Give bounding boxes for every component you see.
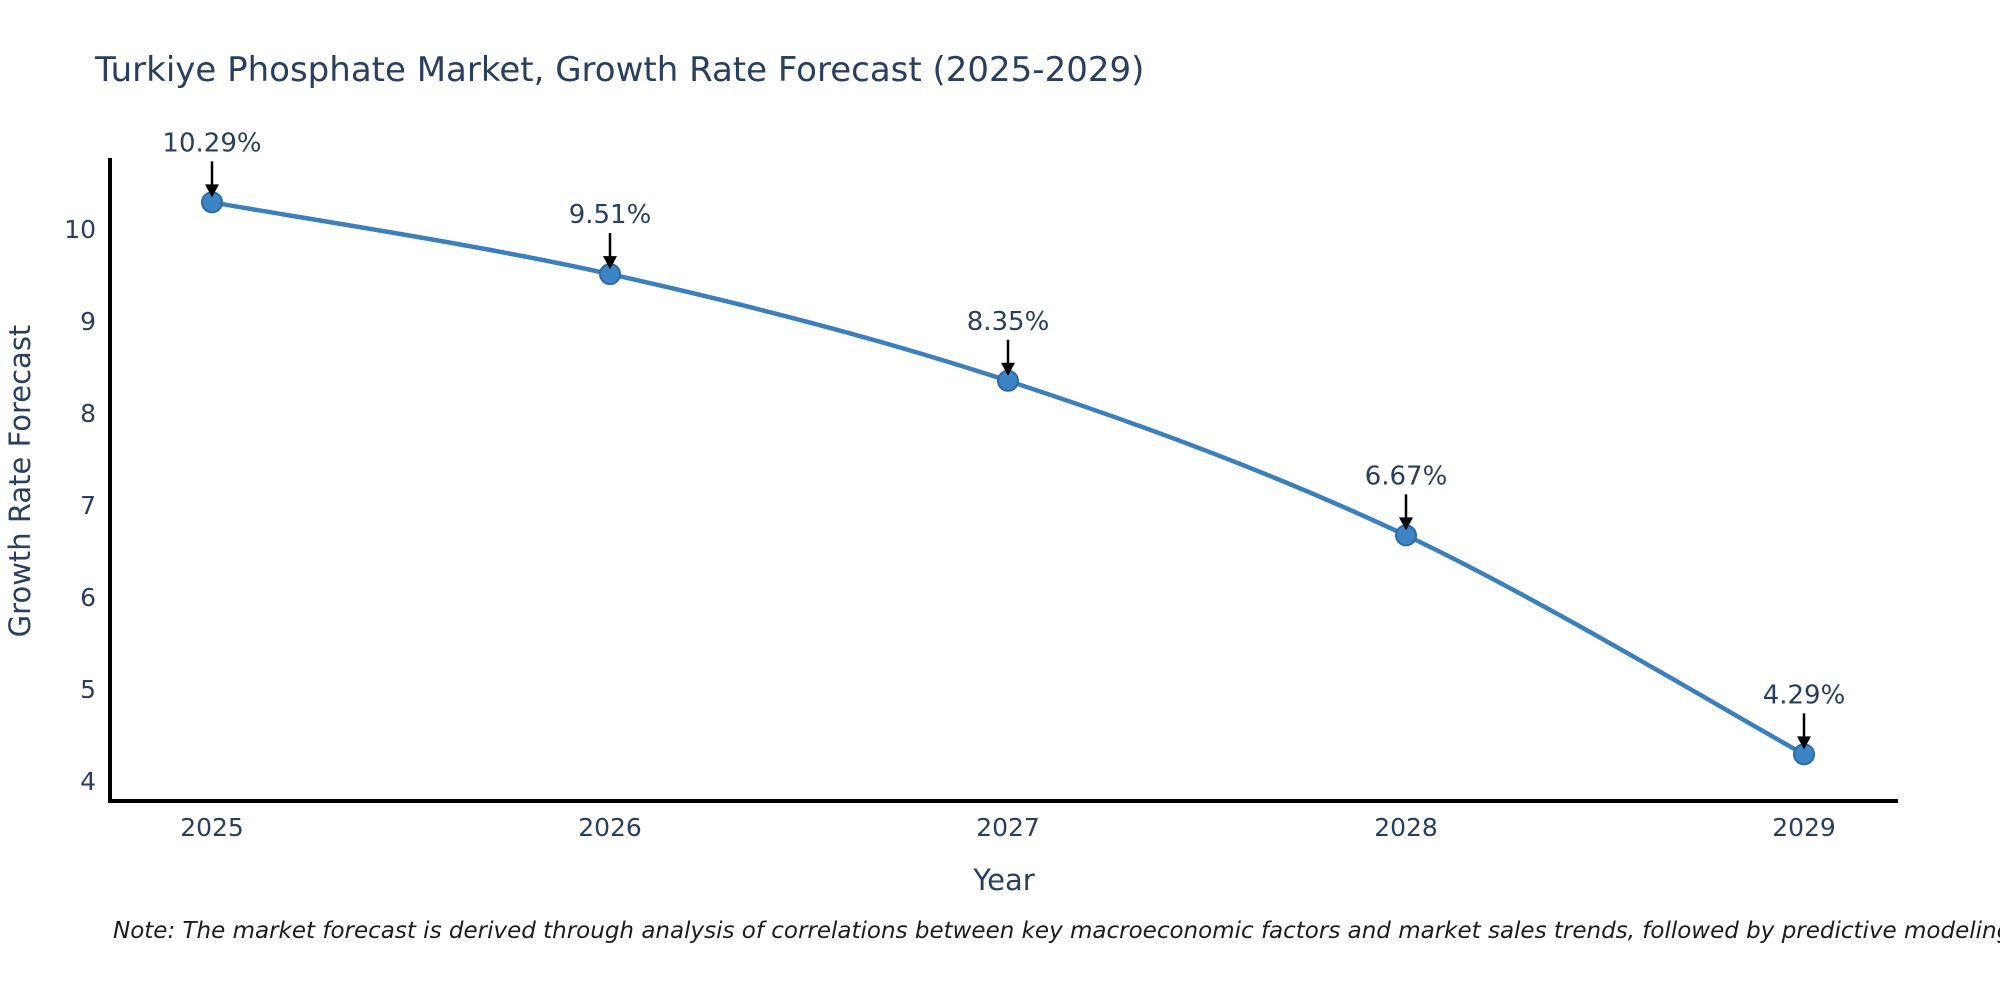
y-axis-title: Growth Rate Forecast [3, 325, 37, 638]
x-tick-label: 2027 [976, 813, 1040, 842]
y-tick-label: 4 [80, 767, 96, 796]
data-point-label: 9.51% [569, 200, 652, 230]
footnote: Note: The market forecast is derived thr… [113, 918, 2000, 944]
data-point-label: 4.29% [1763, 680, 1846, 710]
annotation-arrowhead-icon [1797, 736, 1811, 750]
annotation-arrowhead-icon [603, 256, 617, 270]
forecast-line [209, 200, 1807, 757]
y-tick-label: 10 [64, 215, 96, 244]
x-tick-label: 2026 [578, 813, 642, 842]
data-point-label: 10.29% [162, 128, 261, 158]
y-tick-label: 8 [80, 399, 96, 428]
data-point-label: 8.35% [967, 307, 1050, 337]
data-point-label: 6.67% [1365, 461, 1448, 491]
x-tick-label: 2025 [180, 813, 244, 842]
y-tick-label: 7 [80, 491, 96, 520]
annotation-arrowhead-icon [205, 184, 219, 198]
x-axis-title: Year [972, 863, 1034, 897]
x-tick-label: 2029 [1772, 813, 1836, 842]
annotation-arrowhead-icon [1001, 362, 1015, 376]
y-tick-label: 5 [80, 675, 96, 704]
y-tick-label: 9 [80, 307, 96, 336]
y-tick-label: 6 [80, 583, 96, 612]
annotation-arrowhead-icon [1399, 517, 1413, 531]
chart-title: Turkiye Phosphate Market, Growth Rate Fo… [95, 50, 1145, 90]
x-tick-label: 2028 [1374, 813, 1438, 842]
